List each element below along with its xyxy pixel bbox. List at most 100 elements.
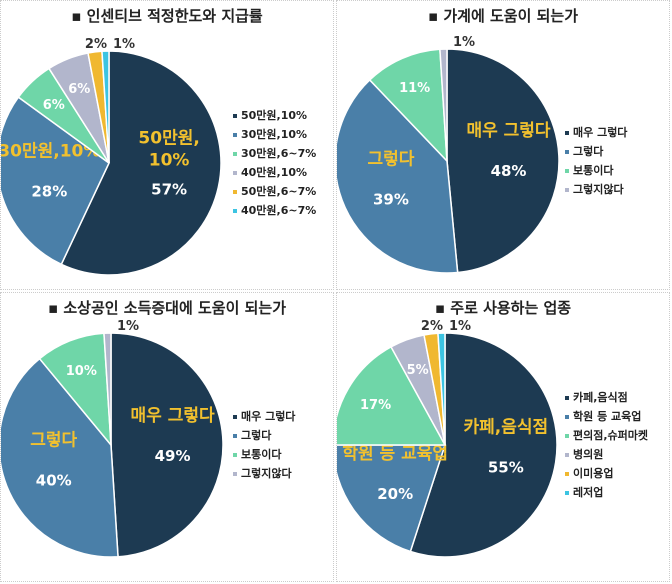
- legend-item: 카페,음식점: [565, 388, 648, 407]
- chart-title: ▪ 주로 사용하는 업종: [434, 299, 572, 317]
- chart-title: ▪ 소상공인 소득증대에 도움이 되는가: [47, 299, 287, 317]
- legend-label: 학원 등 교육업: [573, 410, 642, 423]
- legend-label: 병의원: [573, 448, 604, 461]
- legend-label: 50만원,6~7%: [241, 185, 317, 198]
- legend-label: 40만원,6~7%: [241, 204, 317, 217]
- category-label: 매우 그렇다: [131, 406, 215, 426]
- legend-item: 40만원,10%: [233, 163, 316, 182]
- value-label: 1%: [453, 35, 475, 50]
- legend-swatch: [565, 150, 569, 154]
- pie-chart: 카페,음식점 55% 학원 등 교육업 20% 17% 5% 2% 1%: [337, 319, 558, 558]
- pie-slice: [337, 78, 459, 274]
- value-label: 17%: [360, 398, 391, 413]
- category-label: 매우 그렇다: [466, 121, 550, 141]
- pie-chart-panel: 매우 그렇다 49% 그렇다 40% 10% 1% ▪ 소상공인 소득증대에 도움이 되는가…: [0, 292, 334, 582]
- value-label: 28%: [31, 182, 67, 200]
- value-label: 1%: [449, 319, 471, 334]
- value-label: 48%: [491, 162, 527, 180]
- legend-swatch: [233, 114, 237, 118]
- legend-label: 이미용업: [573, 467, 614, 480]
- pie-slice: [337, 444, 447, 553]
- pie-slice: [409, 332, 558, 558]
- legend-swatch: [233, 190, 237, 194]
- legend-label: 30만원,6~7%: [241, 147, 317, 160]
- value-label: 40%: [36, 472, 72, 490]
- value-label: 39%: [373, 191, 409, 209]
- legend-item: 학원 등 교육업: [565, 407, 648, 426]
- legend-swatch: [233, 434, 237, 438]
- legend-item: 30만원,6~7%: [233, 144, 316, 163]
- chart-title: ▪ 인센티브 적정한도와 지급률: [71, 7, 263, 25]
- legend-swatch: [233, 415, 237, 419]
- category-label: 학원 등 교육업: [342, 444, 448, 464]
- pie-slice: [60, 50, 222, 276]
- pie-chart-panel: 카페,음식점 55% 학원 등 교육업 20% 17% 5% 2% 1% ▪ 주로 사용하는 업…: [336, 292, 670, 582]
- legend-label: 그렇다: [241, 429, 272, 442]
- category-label: 10%: [149, 150, 190, 170]
- legend-item: 보통이다: [565, 161, 627, 180]
- pie-slice: [368, 48, 448, 164]
- legend-label: 그렇지않다: [573, 183, 624, 196]
- legend-item: 그렇다: [233, 426, 295, 445]
- pie-chart: 매우 그렇다 48% 그렇다 39% 11% 1%: [337, 35, 560, 274]
- legend-item: 그렇지않다: [565, 180, 627, 199]
- legend-swatch: [565, 472, 569, 476]
- legend-item: 매우 그렇다: [233, 407, 295, 426]
- legend-label: 그렇다: [573, 145, 604, 158]
- legend-item: 그렇지않다: [233, 464, 295, 483]
- pie-slice: [101, 50, 110, 164]
- legend: 50만원,10% 30만원,10% 30만원,6~7% 40만원,10% 50만원,6~…: [233, 106, 316, 220]
- pie-slice: [1, 357, 119, 558]
- pie-chart: 50만원,10% 57% 30만원,10% 28% 6%6% 2% 1%: [1, 37, 222, 276]
- pie-chart: 매우 그렇다 49% 그렇다 40% 10% 1%: [1, 319, 224, 558]
- legend-label: 40만원,10%: [241, 166, 308, 179]
- legend-label: 그렇지않다: [241, 467, 292, 480]
- value-label: 6%: [43, 98, 65, 113]
- legend-item: 보통이다: [233, 445, 295, 464]
- legend-label: 30만원,10%: [241, 128, 308, 141]
- pie-chart-panel: 50만원, 10% 57% 30만원,10% 28% 6% 6% 2% 1% ▪ 인센티브 적정한…: [0, 0, 334, 290]
- category-label: 그렇다: [368, 150, 415, 170]
- category-label: 카페,음식점: [464, 418, 549, 438]
- legend-swatch: [233, 472, 237, 476]
- legend-item: 30만원,10%: [233, 125, 316, 144]
- category-label: 그렇다: [30, 431, 77, 451]
- legend-swatch: [565, 169, 569, 173]
- legend-item: 레저업: [565, 483, 648, 502]
- legend-item: 병의원: [565, 445, 648, 464]
- category-label: 30만원,10%: [1, 141, 100, 161]
- value-label: 20%: [377, 485, 413, 503]
- value-label: 1%: [117, 319, 139, 334]
- legend-swatch: [565, 396, 569, 400]
- legend-label: 보통이다: [241, 448, 282, 461]
- legend-swatch: [565, 491, 569, 495]
- value-label: 2%: [421, 319, 443, 334]
- value-label: 57%: [151, 180, 187, 198]
- value-label: 49%: [155, 447, 191, 465]
- legend-swatch: [233, 133, 237, 137]
- legend-item: 매우 그렇다: [565, 123, 627, 142]
- pie-chart-panel: 매우 그렇다 48% 그렇다 39% 11% 1% ▪ 가계에 도움이 되는가 매우 그렇다 그…: [336, 0, 670, 290]
- pie-slice: [446, 48, 560, 274]
- legend-swatch: [233, 209, 237, 213]
- legend-label: 매우 그렇다: [573, 126, 628, 139]
- legend-item: 편의점,슈퍼마켓: [565, 426, 648, 445]
- value-label: 1%: [113, 37, 135, 52]
- pie-slice: [103, 332, 112, 446]
- legend-swatch: [565, 453, 569, 457]
- value-label: 10%: [66, 364, 97, 379]
- pie-slice: [437, 332, 446, 446]
- legend-swatch: [233, 171, 237, 175]
- pie-slice: [337, 345, 447, 446]
- legend-label: 레저업: [573, 486, 604, 499]
- legend-swatch: [565, 415, 569, 419]
- legend-item: 50만원,6~7%: [233, 182, 316, 201]
- value-label: 55%: [488, 459, 524, 477]
- chart-title: ▪ 가계에 도움이 되는가: [427, 7, 579, 25]
- legend-label: 편의점,슈퍼마켓: [573, 429, 649, 442]
- legend-item: 40만원,6~7%: [233, 201, 316, 220]
- legend-label: 카페,음식점: [573, 391, 628, 404]
